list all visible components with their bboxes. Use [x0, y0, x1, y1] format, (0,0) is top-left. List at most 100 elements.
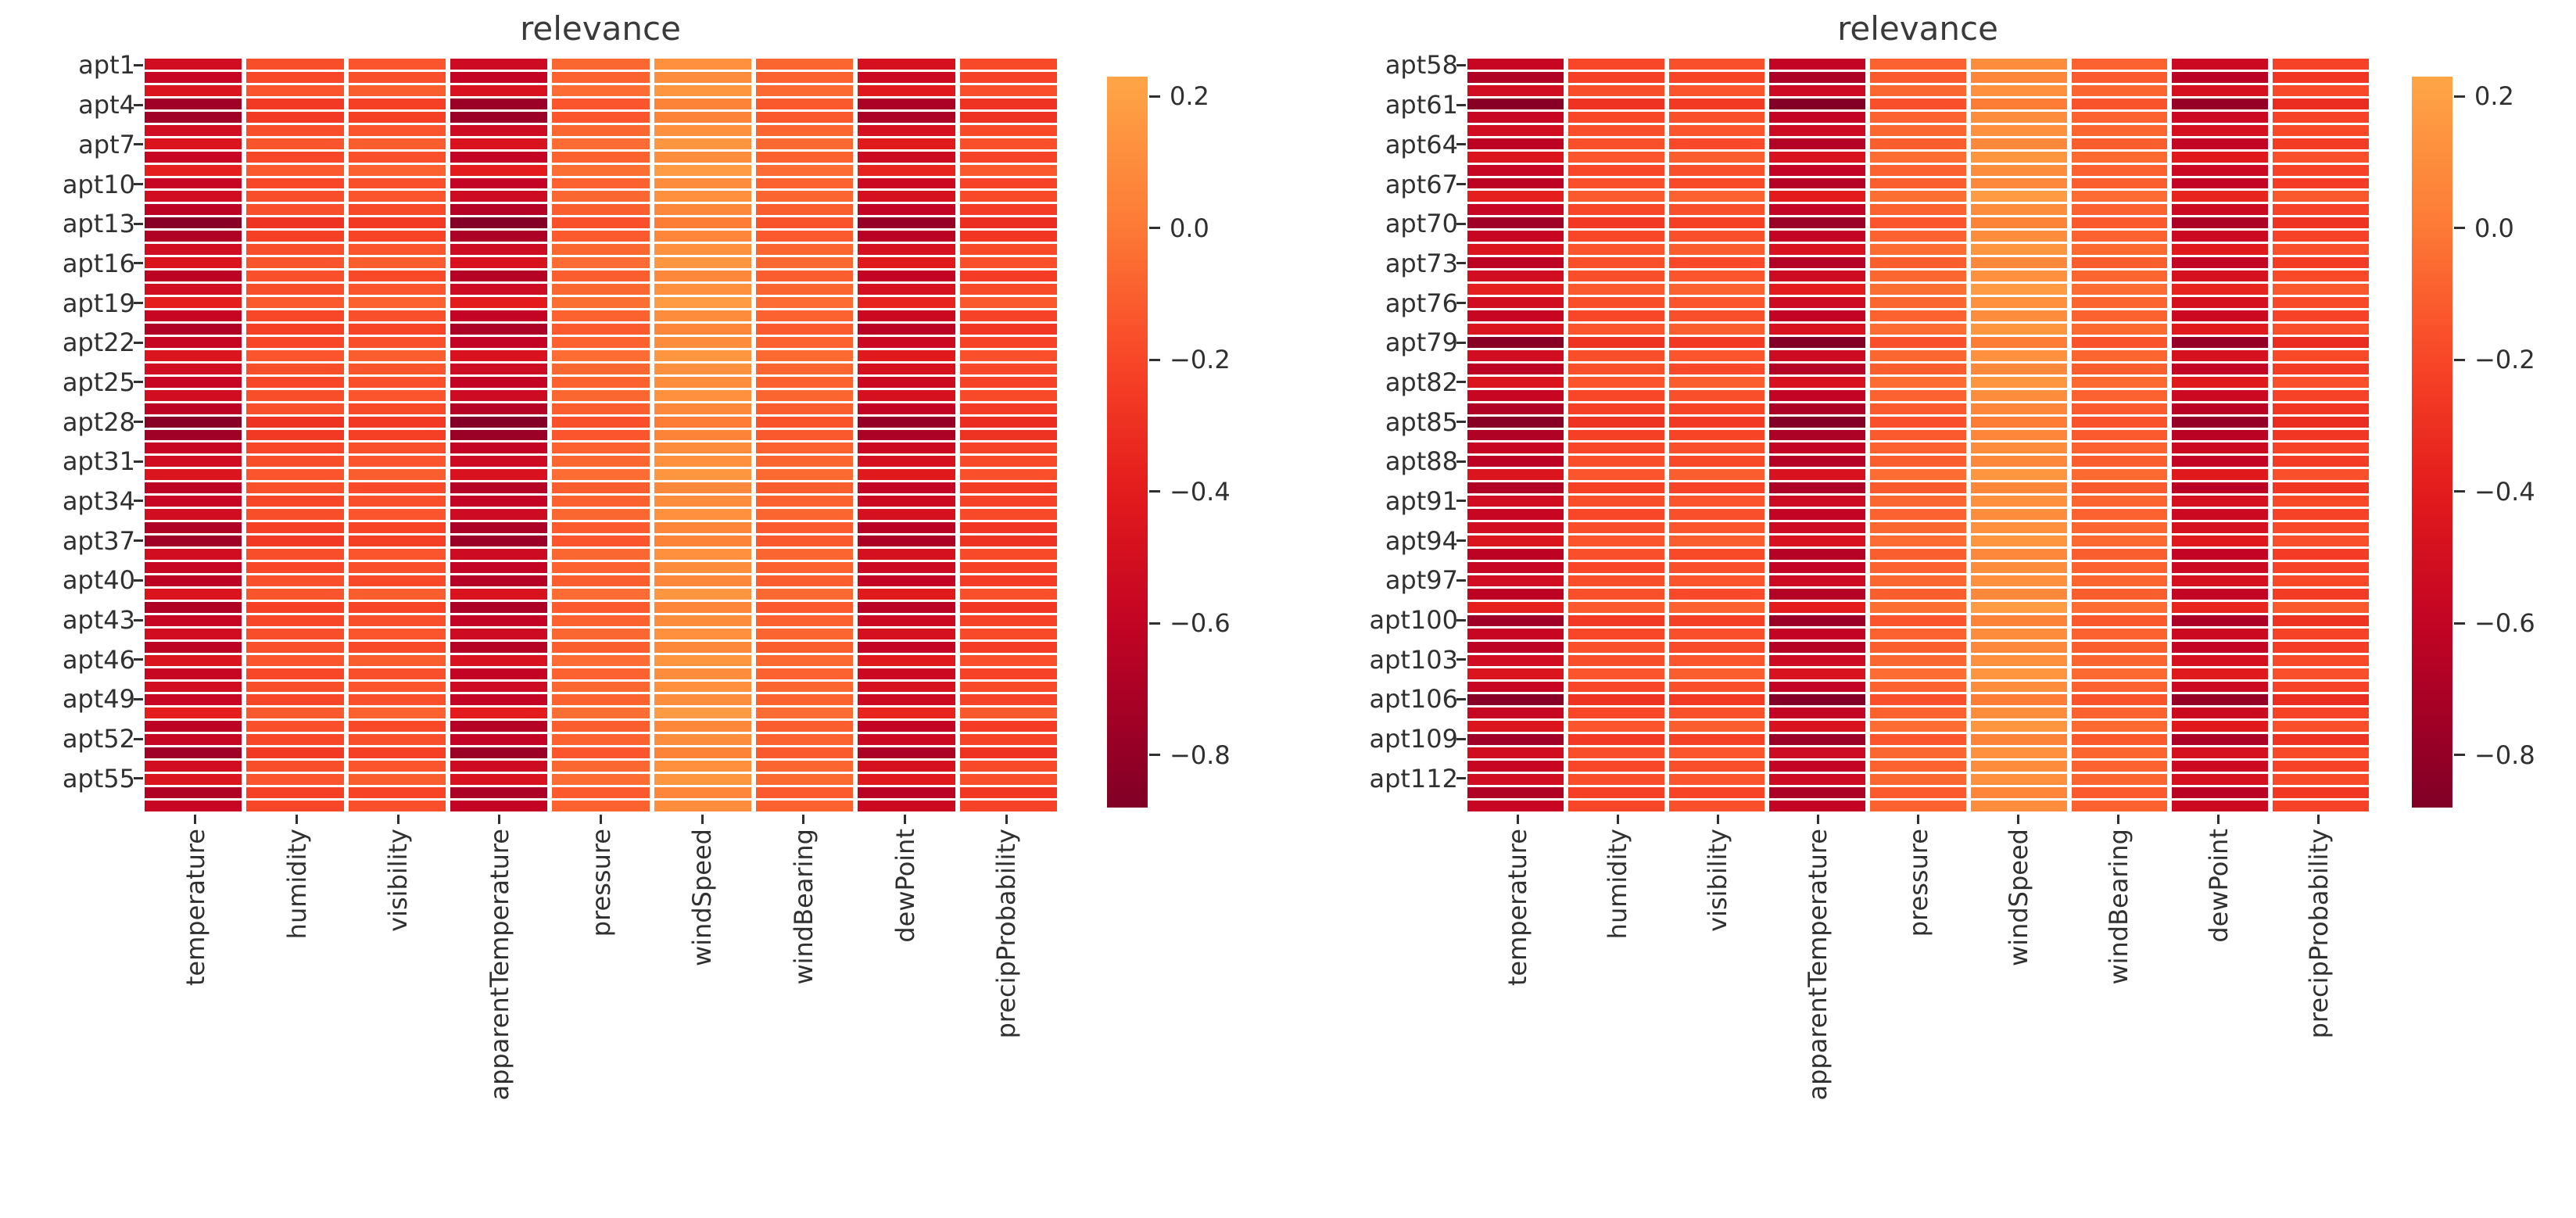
heatmap-cell [1870, 138, 1966, 149]
heatmap-cell [756, 191, 854, 202]
heatmap-cell [552, 522, 650, 534]
heatmap-cell [348, 376, 446, 388]
heatmap-cell [2071, 628, 2168, 639]
heatmap-cell [756, 297, 854, 308]
heatmap-cell [1567, 708, 1664, 719]
heatmap-cell [2172, 774, 2269, 786]
heatmap-cell [2273, 151, 2369, 163]
heatmap-cell [959, 601, 1057, 613]
heatmap-cell [450, 801, 548, 811]
heatmap-cell [1467, 654, 1564, 666]
heatmap-cell [756, 231, 854, 242]
heatmap-cell [552, 482, 650, 494]
heatmap-cell [1668, 389, 1765, 401]
heatmap-cell [1668, 284, 1765, 296]
y-tick-mark [134, 103, 143, 106]
heatmap-cell [1769, 562, 1866, 573]
colorbar-tick-label: −0.8 [2474, 740, 2535, 770]
heatmap-cell [246, 482, 344, 494]
heatmap-cell [1769, 601, 1866, 613]
y-tick-label: apt109 [1369, 724, 1458, 754]
heatmap-cell [450, 98, 548, 109]
x-tick-mark [296, 815, 298, 824]
heatmap-cell [959, 694, 1057, 706]
heatmap-cell [450, 429, 548, 441]
heatmap-cell [2071, 469, 2168, 481]
heatmap-cell [756, 270, 854, 282]
heatmap-cell [2172, 389, 2269, 401]
heatmap-cell [1467, 191, 1564, 202]
y-tick-label: apt25 [62, 367, 135, 397]
heatmap-cell [2273, 614, 2369, 626]
heatmap-cell [959, 191, 1057, 202]
heatmap-cell [1668, 124, 1765, 136]
heatmap-cell [1467, 787, 1564, 799]
heatmap-cell [1870, 801, 1966, 811]
heatmap-cell [145, 389, 242, 401]
heatmap-cell [2071, 588, 2168, 600]
y-tick-mark [134, 737, 143, 740]
heatmap-cell [1769, 429, 1866, 441]
heatmap-cell [552, 217, 650, 229]
heatmap-cell [1668, 801, 1765, 811]
heatmap-cell [654, 111, 751, 123]
y-tick-mark [134, 460, 143, 463]
y-tick-mark [134, 421, 143, 424]
heatmap-cell [450, 787, 548, 799]
y-tick-label: apt10 [62, 169, 135, 199]
heatmap-cell [1467, 588, 1564, 600]
heatmap-cell [756, 442, 854, 454]
heatmap-cell [1567, 747, 1664, 759]
heatmap-cell [858, 204, 955, 216]
y-tick-mark [1456, 421, 1466, 424]
heatmap-cell [1970, 628, 2067, 639]
heatmap-cell [552, 349, 650, 361]
heatmap-cell [1467, 177, 1564, 189]
heatmap-cell [959, 614, 1057, 626]
heatmap-cell [2071, 496, 2168, 507]
heatmap-cell [756, 217, 854, 229]
heatmap-cell [959, 59, 1057, 70]
heatmap-cell [2172, 614, 2269, 626]
heatmap-cell [348, 59, 446, 70]
heatmap-cell [1970, 363, 2067, 374]
heatmap-cell [1970, 59, 2067, 70]
heatmap-cell [1668, 191, 1765, 202]
heatmap-cell [1467, 469, 1564, 481]
heatmap-cell [246, 522, 344, 534]
heatmap-cell [2172, 482, 2269, 494]
heatmap-cell [1769, 376, 1866, 388]
heatmap-cell [959, 456, 1057, 467]
heatmap-cell [450, 138, 548, 149]
heatmap-cell [858, 244, 955, 256]
heatmap-cell [2071, 84, 2168, 96]
heatmap-cell [348, 284, 446, 296]
y-tick-label: apt88 [1385, 446, 1458, 477]
heatmap-cell [552, 456, 650, 467]
heatmap-cell [2172, 747, 2269, 759]
heatmap-cell [1769, 774, 1866, 786]
heatmap-cell [1567, 429, 1664, 441]
heatmap-cell [654, 349, 751, 361]
colorbar-tick-mark [2454, 95, 2465, 98]
heatmap-cell [1467, 482, 1564, 494]
heatmap-cell [959, 310, 1057, 321]
heatmap-cell [246, 641, 344, 653]
colorbar-tick-mark [2454, 227, 2465, 230]
heatmap-cell [2172, 363, 2269, 374]
heatmap-cell [858, 787, 955, 799]
heatmap-cell [2071, 747, 2168, 759]
heatmap-cell [2172, 761, 2269, 772]
heatmap-cell [654, 654, 751, 666]
heatmap-cell [756, 164, 854, 176]
heatmap-cell [1769, 549, 1866, 560]
heatmap-cell [2172, 601, 2269, 613]
heatmap-cell [2071, 217, 2168, 229]
heatmap-cell [1870, 336, 1966, 348]
y-tick-label: apt46 [62, 644, 135, 675]
heatmap-cell [1668, 59, 1765, 70]
heatmap-cell [2273, 734, 2369, 746]
heatmap-cell [1668, 231, 1765, 242]
heatmap-cell [145, 204, 242, 216]
heatmap-cell [552, 614, 650, 626]
